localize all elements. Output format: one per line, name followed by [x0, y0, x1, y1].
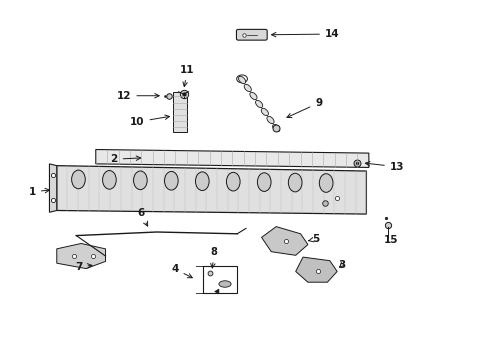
- Bar: [203, 266, 237, 293]
- Polygon shape: [49, 164, 57, 212]
- Polygon shape: [261, 226, 307, 255]
- Ellipse shape: [249, 92, 257, 100]
- Ellipse shape: [195, 172, 209, 190]
- FancyBboxPatch shape: [236, 30, 266, 40]
- Polygon shape: [57, 166, 366, 214]
- Ellipse shape: [71, 170, 85, 189]
- Text: 2: 2: [110, 154, 141, 164]
- Text: 9: 9: [286, 98, 322, 118]
- Polygon shape: [295, 257, 336, 282]
- Ellipse shape: [102, 171, 116, 189]
- Ellipse shape: [257, 173, 270, 192]
- Ellipse shape: [288, 173, 302, 192]
- Text: 6: 6: [137, 208, 147, 226]
- Polygon shape: [57, 243, 105, 269]
- Bar: [173, 92, 186, 132]
- Ellipse shape: [244, 84, 251, 91]
- Ellipse shape: [133, 171, 147, 190]
- Ellipse shape: [319, 174, 332, 192]
- Text: 11: 11: [180, 65, 194, 86]
- Ellipse shape: [272, 124, 279, 132]
- Text: 7: 7: [75, 262, 92, 272]
- Ellipse shape: [255, 100, 262, 108]
- Ellipse shape: [226, 172, 240, 191]
- Ellipse shape: [164, 171, 178, 190]
- Ellipse shape: [261, 108, 268, 116]
- Text: 3: 3: [337, 260, 345, 270]
- Ellipse shape: [238, 76, 245, 84]
- Text: 1: 1: [28, 187, 49, 197]
- Polygon shape: [96, 149, 368, 167]
- Text: 14: 14: [271, 29, 339, 39]
- Ellipse shape: [219, 281, 231, 287]
- Text: 5: 5: [308, 234, 318, 244]
- Text: 15: 15: [383, 234, 397, 244]
- Ellipse shape: [266, 116, 274, 123]
- Text: 12: 12: [117, 91, 159, 101]
- Text: 4: 4: [171, 264, 192, 278]
- Text: 8: 8: [210, 247, 217, 268]
- Text: 13: 13: [365, 162, 404, 172]
- Text: 10: 10: [130, 115, 169, 127]
